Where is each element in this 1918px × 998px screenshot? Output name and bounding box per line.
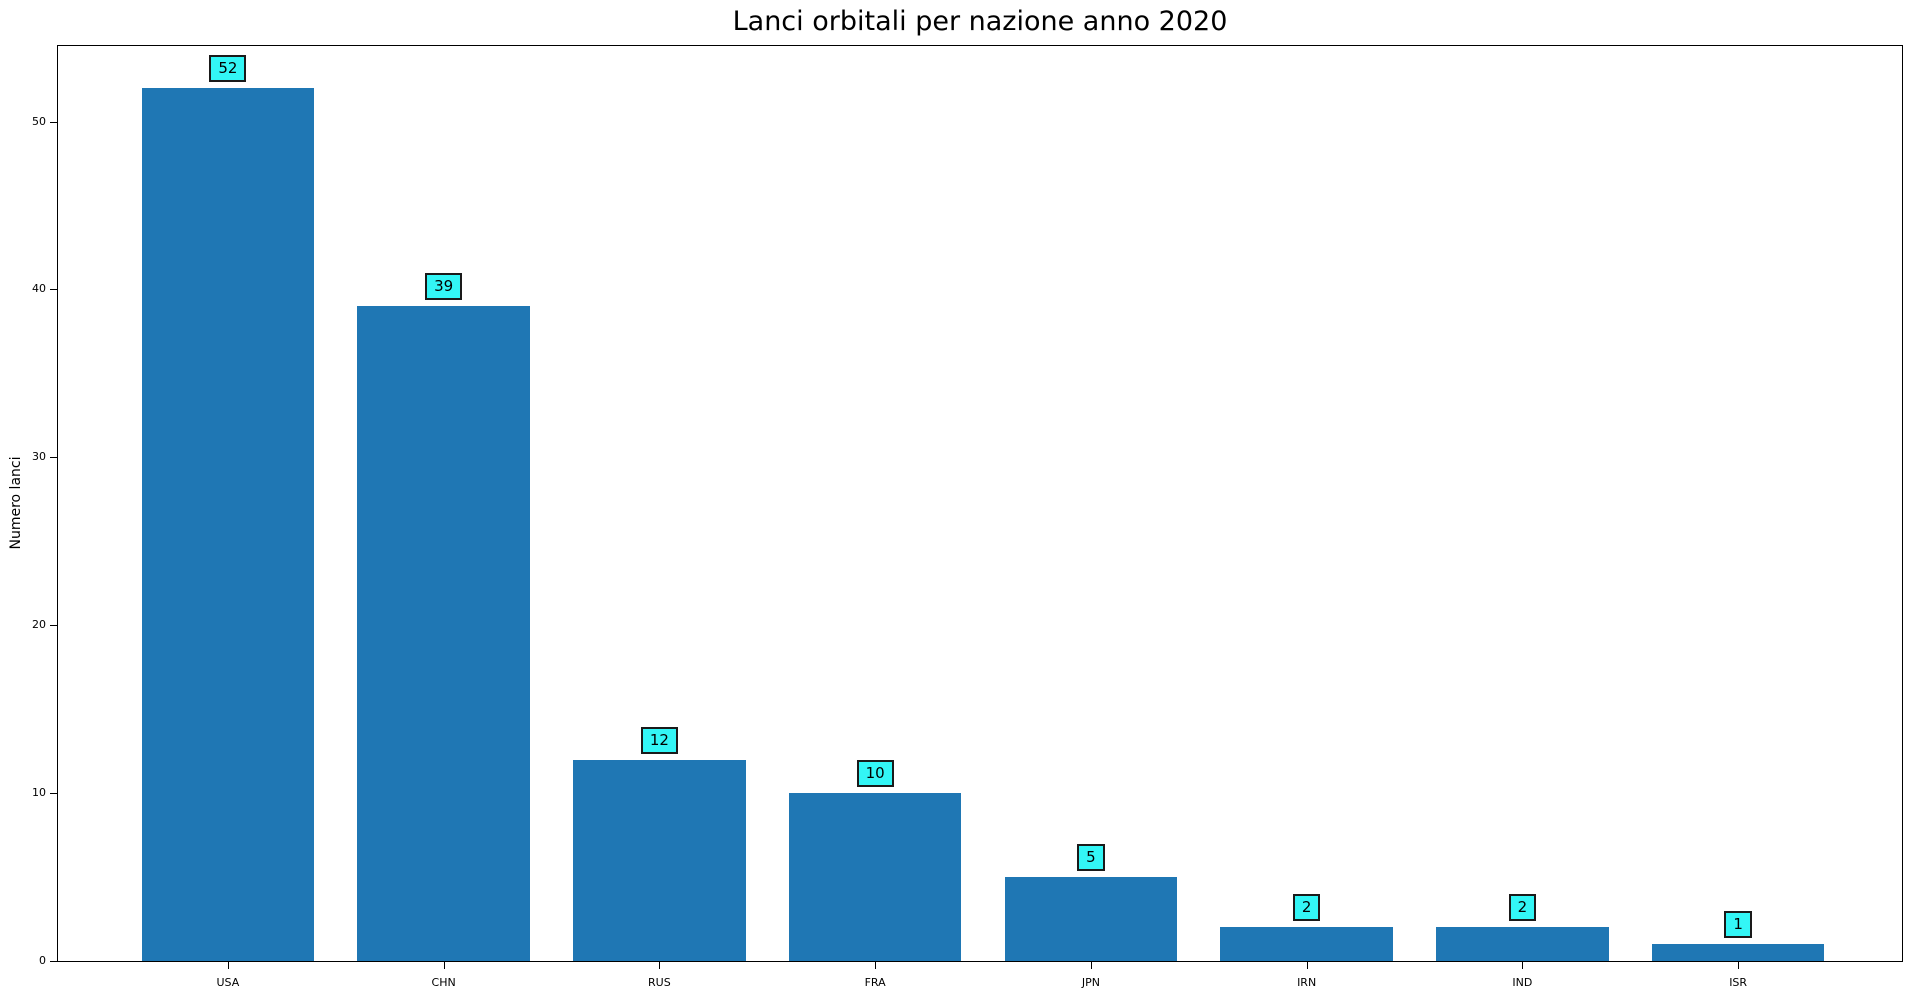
x-tick-mark (1090, 962, 1092, 969)
x-tick-label-ind: IND (1512, 976, 1533, 989)
x-tick-label-jpn: JPN (1081, 976, 1100, 989)
bar-slot-rus: 12 RUS (552, 46, 768, 989)
bar-fra (788, 793, 962, 961)
y-axis-label: Numero lanci (8, 456, 24, 550)
y-tick-mark (50, 625, 57, 627)
x-tick-mark (443, 962, 445, 969)
bar-slot-ind: 2 IND (1415, 46, 1631, 989)
y-tick-label: 20 (32, 618, 46, 632)
bar-value-label: 2 (1508, 894, 1537, 922)
y-tick-label: 40 (32, 282, 46, 296)
x-tick-mark (1522, 962, 1524, 969)
y-tick-label: 0 (39, 953, 46, 967)
y-tick-mark (50, 457, 57, 459)
bar-rus (573, 759, 746, 961)
bar-slot-isr: 1 ISR (1630, 46, 1846, 989)
x-tick-mark (1306, 962, 1308, 969)
bar-slot-usa: 52 USA (120, 46, 336, 989)
chart-title: Lanci orbitali per nazione anno 2020 (732, 6, 1228, 37)
x-tick-label-chn: CHN (431, 976, 456, 989)
bar-slot-chn: 39 CHN (336, 46, 552, 989)
bar-usa (141, 87, 315, 961)
bar-slot-fra: 10 FRA (767, 46, 983, 989)
x-tick-label-irn: IRN (1297, 976, 1317, 989)
bar-slot-jpn: 5 JPN (983, 46, 1199, 989)
bar-slot-irn: 2 IRN (1199, 46, 1415, 989)
y-tick-label: 50 (32, 114, 46, 128)
bars-container: 52 USA 39 CHN 12 RUS 10 FRA 5 JPN 2 IRN 2 IND 1 ISR (58, 46, 1902, 989)
plot-area: 0 10 20 30 40 50 52 USA 39 CHN 12 RUS 10 FRA 5 JPN 2 IRN… (32, 45, 1903, 989)
x-tick-label-isr: ISR (1729, 976, 1748, 989)
x-tick-mark (659, 962, 661, 969)
x-tick-mark (875, 962, 877, 969)
x-tick-label-fra: FRA (864, 976, 886, 989)
y-tick-mark (50, 289, 57, 291)
y-tick-label: 10 (32, 785, 46, 799)
y-tick-mark (50, 793, 57, 795)
bar-value-label: 52 (209, 54, 247, 82)
x-tick-mark (227, 962, 229, 969)
bar-value-label: 2 (1292, 894, 1321, 922)
bar-value-label: 5 (1077, 844, 1105, 872)
bar-irn (1220, 927, 1393, 961)
bar-value-label: 1 (1724, 911, 1752, 939)
bar-value-label: 10 (856, 760, 894, 788)
bar-isr (1651, 944, 1825, 961)
x-tick-label-usa: USA (216, 976, 240, 989)
x-tick-mark (1738, 962, 1740, 969)
bar-value-label: 12 (640, 726, 678, 754)
y-tick-mark (50, 961, 57, 962)
bar-jpn (1004, 877, 1178, 961)
bar-value-label: 39 (425, 273, 463, 301)
bar-ind (1436, 927, 1609, 961)
y-tick-mark (50, 121, 57, 123)
bar-chn (357, 306, 530, 961)
x-tick-label-rus: RUS (648, 976, 671, 989)
y-tick-label: 30 (32, 450, 46, 464)
